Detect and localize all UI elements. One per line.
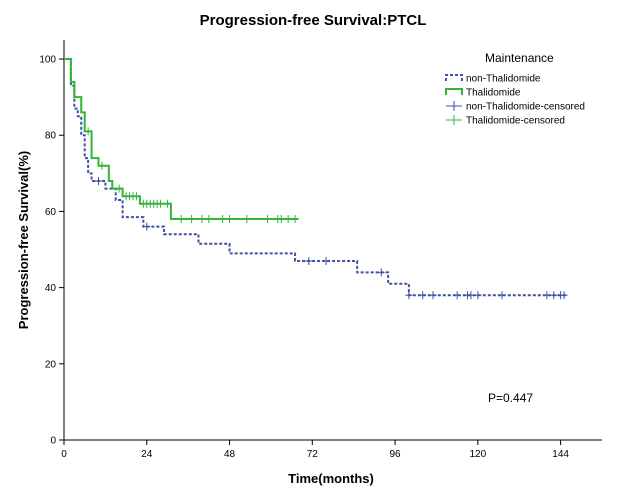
- x-tick-label: 144: [552, 449, 569, 460]
- censor-mark: [157, 199, 165, 208]
- censor-mark: [143, 222, 151, 231]
- legend-label: non-Thalidomide: [466, 74, 541, 85]
- censor-mark: [98, 161, 106, 170]
- censor-mark: [188, 215, 196, 224]
- p-value-annotation: P=0.447: [488, 391, 533, 405]
- x-axis-ticks: 0 24 48 72 96 120 144: [61, 440, 569, 460]
- censor-mark: [322, 256, 330, 265]
- legend-label: Thalidomide-censored: [466, 116, 565, 127]
- legend-swatch: [446, 101, 462, 111]
- series-thalidomide: [64, 58, 299, 224]
- censor-mark: [291, 215, 299, 224]
- legend-swatch: [445, 74, 463, 81]
- survival-step-line: [64, 58, 568, 297]
- legend-swatch: [445, 88, 463, 95]
- y-tick-label: 60: [45, 207, 57, 218]
- plot-area: 0 20 40 60 80 100 0 24 48 72 96 120 144: [39, 40, 602, 460]
- censor-mark: [205, 215, 213, 224]
- legend-item: Thalidomide: [445, 88, 521, 99]
- survival-step-line: [64, 58, 299, 221]
- censor-mark: [467, 291, 475, 300]
- censor-mark: [243, 215, 251, 224]
- legend-item: non-Thalidomide-censored: [446, 101, 585, 113]
- censor-mark: [132, 192, 140, 201]
- chart-title: Progression-free Survival:PTCL: [200, 12, 427, 29]
- censor-mark: [177, 215, 185, 224]
- legend-label: non-Thalidomide-censored: [466, 102, 585, 113]
- series-layer: [64, 58, 568, 300]
- censor-mark: [305, 256, 313, 265]
- x-tick-label: 24: [141, 449, 153, 460]
- censor-mark: [377, 268, 385, 277]
- censor-mark: [498, 291, 506, 300]
- legend-title: Maintenance: [485, 51, 554, 65]
- censor-mark: [550, 291, 558, 300]
- censor-mark: [405, 291, 413, 300]
- censor-mark: [115, 184, 123, 193]
- legend: Maintenance non-Thalidomide Thalidomide no…: [445, 51, 585, 127]
- x-axis-title: Time(months): [288, 471, 374, 486]
- censor-mark: [226, 215, 234, 224]
- legend-item: Thalidomide-censored: [446, 115, 565, 127]
- series-non-thalidomide: [64, 58, 568, 300]
- censor-mark: [198, 215, 206, 224]
- censor-mark: [429, 291, 437, 300]
- censor-mark: [560, 291, 568, 300]
- censor-mark: [84, 127, 92, 136]
- censor-mark: [543, 291, 551, 300]
- censor-mark: [453, 291, 461, 300]
- legend-label: Thalidomide: [466, 88, 521, 99]
- y-tick-label: 40: [45, 283, 57, 294]
- legend-item: non-Thalidomide: [445, 74, 541, 85]
- censor-mark: [263, 215, 271, 224]
- y-tick-label: 80: [45, 131, 57, 142]
- y-tick-label: 100: [39, 55, 56, 66]
- censor-mark: [94, 176, 102, 185]
- x-tick-label: 48: [224, 449, 236, 460]
- censor-mark: [284, 215, 292, 224]
- censor-mark: [419, 291, 427, 300]
- x-tick-label: 96: [390, 449, 402, 460]
- x-tick-label: 72: [307, 449, 319, 460]
- y-tick-label: 20: [45, 359, 57, 370]
- censor-mark: [474, 291, 482, 300]
- legend-swatch: [446, 115, 462, 125]
- censor-mark: [163, 199, 171, 208]
- x-tick-label: 120: [470, 449, 487, 460]
- x-tick-label: 0: [61, 449, 67, 460]
- y-axis-title: Progression-free Survival(%): [16, 151, 31, 329]
- censor-mark: [219, 215, 227, 224]
- y-tick-label: 0: [50, 436, 56, 447]
- censor-mark: [277, 215, 285, 224]
- y-axis-ticks: 0 20 40 60 80 100: [39, 55, 64, 447]
